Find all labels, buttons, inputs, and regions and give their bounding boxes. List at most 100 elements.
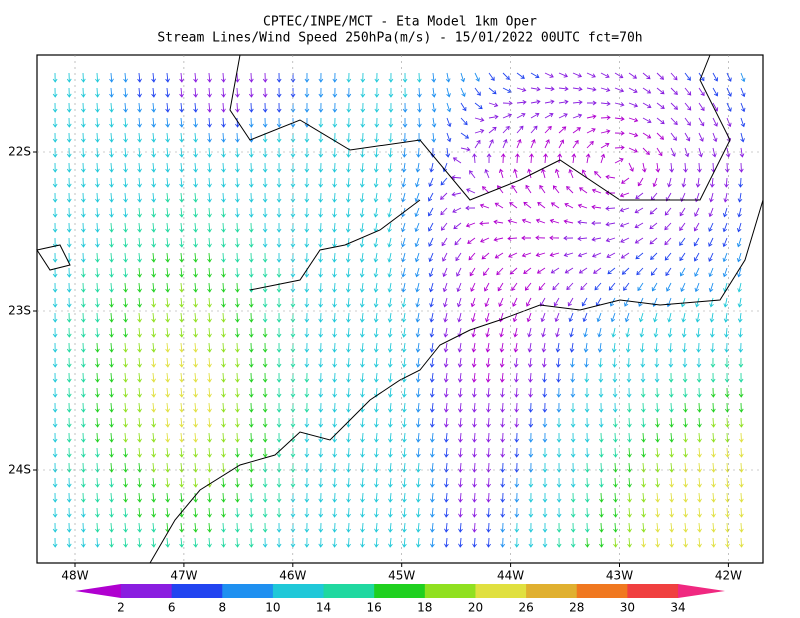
stream-arrow — [221, 402, 226, 413]
stream-arrow — [235, 387, 240, 398]
stream-arrow — [444, 447, 449, 458]
stream-arrow — [207, 357, 212, 368]
stream-arrow — [539, 297, 546, 307]
stream-arrow — [207, 117, 212, 128]
stream-arrow — [736, 222, 742, 233]
stream-arrow — [332, 507, 338, 518]
stream-arrow — [221, 282, 226, 293]
stream-arrow — [276, 537, 282, 548]
stream-arrow — [221, 447, 226, 458]
stream-arrow — [137, 357, 142, 368]
stream-arrow — [566, 186, 574, 194]
stream-arrow — [387, 222, 392, 233]
stream-arrow — [650, 192, 658, 201]
stream-arrow — [318, 537, 324, 548]
stream-arrow — [346, 192, 351, 203]
stream-arrow — [304, 282, 310, 293]
colorbar-segment — [222, 584, 274, 598]
stream-arrow — [594, 171, 602, 179]
stream-arrow — [360, 432, 365, 443]
stream-arrow — [628, 117, 639, 123]
stream-arrow — [554, 168, 560, 179]
stream-arrow — [346, 162, 351, 173]
stream-arrow — [388, 492, 393, 503]
stream-arrow — [95, 147, 100, 158]
stream-arrow — [248, 507, 254, 518]
stream-arrow — [628, 147, 638, 153]
stream-arrow — [332, 192, 337, 203]
colorbar-label: 34 — [670, 601, 685, 615]
stream-arrow — [528, 537, 534, 548]
stream-arrow — [66, 177, 72, 188]
stream-arrow — [737, 192, 743, 203]
stream-arrow — [80, 402, 86, 413]
colorbar-label: 30 — [620, 601, 635, 615]
stream-arrow — [695, 327, 701, 338]
stream-arrow — [109, 132, 114, 143]
stream-arrow — [641, 432, 646, 443]
stream-arrow — [664, 252, 672, 261]
stream-arrow — [558, 113, 568, 119]
stream-arrow — [598, 387, 604, 398]
stream-arrow — [123, 72, 128, 83]
stream-arrow — [600, 115, 611, 121]
stream-arrow — [556, 417, 562, 428]
stream-arrow — [193, 537, 198, 548]
stream-arrow — [414, 207, 420, 218]
stream-arrow — [151, 132, 156, 143]
stream-arrow — [484, 297, 490, 308]
stream-arrow — [414, 192, 420, 203]
stream-arrow — [738, 447, 744, 458]
stream-arrow — [431, 102, 437, 113]
stream-arrow — [572, 100, 583, 105]
stream-arrow — [486, 507, 491, 518]
stream-arrow — [248, 132, 254, 143]
stream-arrow — [221, 537, 226, 548]
stream-arrow — [248, 402, 254, 413]
stream-arrow — [346, 522, 351, 533]
stream-arrow — [401, 237, 406, 248]
stream-arrow — [654, 357, 660, 368]
stream-arrow — [593, 267, 602, 274]
stream-arrow — [373, 207, 379, 218]
stream-arrow — [698, 117, 705, 127]
stream-arrow — [469, 170, 476, 179]
stream-arrow — [276, 102, 282, 113]
stream-arrow — [723, 297, 729, 308]
stream-arrow — [165, 462, 170, 473]
stream-arrow — [109, 522, 114, 533]
stream-arrow — [66, 327, 72, 338]
stream-arrow — [530, 125, 538, 134]
stream-arrow — [656, 87, 665, 95]
stream-arrow — [541, 168, 546, 179]
stream-arrow — [262, 462, 268, 473]
stream-arrow — [693, 252, 700, 262]
stream-arrow — [221, 477, 226, 488]
stream-arrow — [499, 342, 505, 353]
stream-arrow — [248, 372, 254, 383]
stream-arrow — [458, 402, 463, 413]
stream-arrow — [193, 102, 198, 113]
stream-arrow — [276, 492, 282, 503]
stream-arrow — [80, 522, 86, 533]
stream-arrow — [485, 342, 491, 353]
stream-arrow — [374, 102, 380, 113]
stream-arrow — [415, 402, 421, 413]
stream-arrow — [374, 117, 380, 128]
stream-arrow — [179, 522, 184, 533]
stream-arrow — [530, 99, 541, 105]
stream-arrow — [486, 447, 491, 458]
stream-arrow — [446, 87, 451, 98]
stream-arrow — [634, 237, 644, 244]
stream-arrow — [451, 175, 462, 180]
stream-arrow — [556, 432, 562, 443]
stream-arrow — [345, 237, 351, 248]
stream-arrow — [514, 462, 520, 473]
stream-arrow — [584, 462, 590, 473]
stream-arrow — [443, 312, 448, 323]
stream-arrow — [655, 537, 660, 548]
stream-arrow — [542, 537, 548, 548]
stream-arrow — [123, 102, 128, 113]
stream-arrow — [710, 327, 715, 338]
colorbar-segment — [272, 584, 325, 598]
